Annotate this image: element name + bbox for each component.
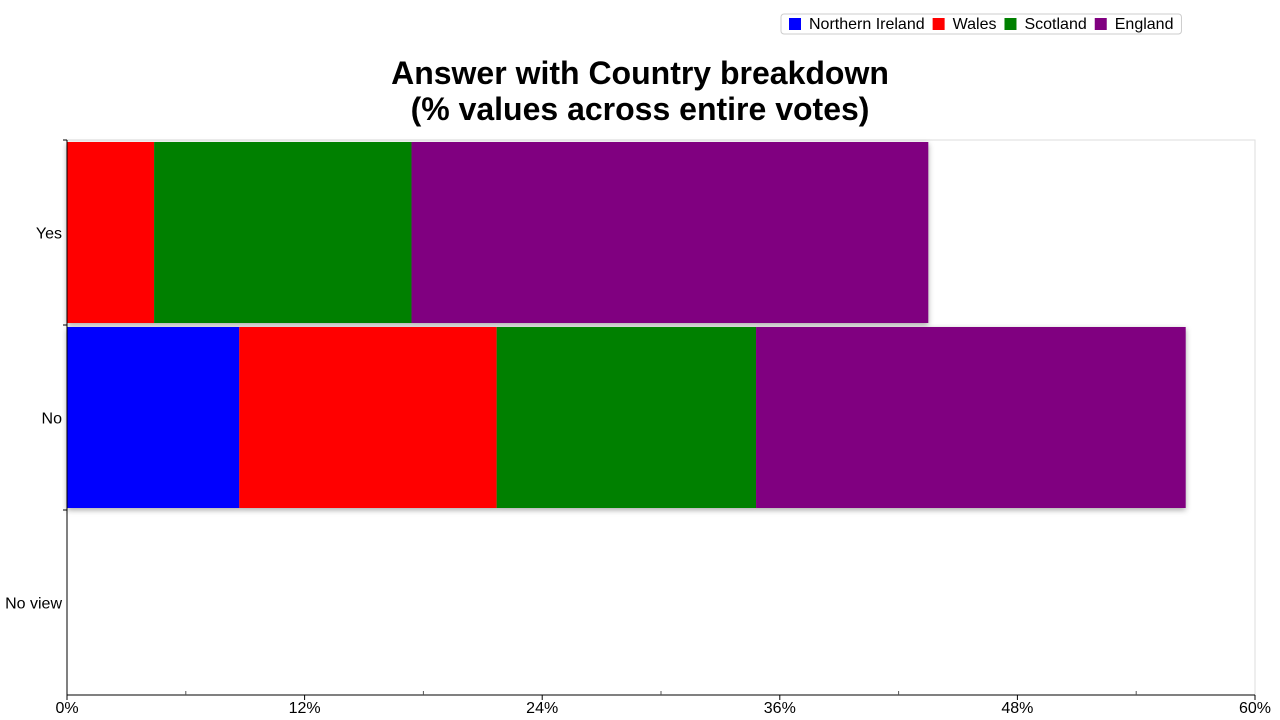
bar-no-wales (239, 327, 497, 508)
bar-no-northern-ireland (67, 327, 240, 508)
y-tick-label-no-view: No view (5, 596, 62, 613)
bar-yes-england (411, 142, 929, 323)
x-tick-label: 12% (289, 700, 321, 717)
chart-title-line-2: (% values across entire votes) (411, 91, 870, 127)
x-tick-label: 36% (764, 700, 796, 717)
legend-swatch-england (1094, 18, 1107, 30)
x-tick-label: 0% (55, 700, 78, 717)
legend-label-england: England (1115, 16, 1174, 33)
plot-area: Yes No No view 0% 12% 24% 36% 48% 60% (5, 139, 1271, 717)
y-tick-label-no: No (42, 411, 63, 428)
legend-swatch-wales (932, 18, 945, 30)
y-tick-label-yes: Yes (36, 226, 62, 243)
bar-yes-scotland (154, 142, 412, 323)
bar-group-yes (67, 142, 929, 323)
legend-label-northern-ireland: Northern Ireland (809, 16, 925, 33)
bar-group-no (67, 327, 1186, 508)
chart-title-line-1: Answer with Country breakdown (391, 55, 889, 91)
x-tick-label: 60% (1239, 700, 1271, 717)
x-tick-label: 24% (526, 700, 558, 717)
legend: Northern Ireland Wales Scotland England (780, 13, 1182, 35)
bar-no-scotland (496, 327, 757, 508)
legend-swatch-scotland (1004, 18, 1017, 30)
legend-box (780, 13, 1182, 35)
chart-title: Answer with Country breakdown (% values … (391, 55, 889, 127)
legend-label-wales: Wales (953, 16, 997, 33)
legend-label-scotland: Scotland (1024, 16, 1086, 33)
x-tick-label: 48% (1001, 700, 1033, 717)
bar-yes-wales (67, 142, 155, 323)
legend-swatch-northern-ireland (789, 18, 801, 30)
bar-no-england (756, 327, 1186, 508)
